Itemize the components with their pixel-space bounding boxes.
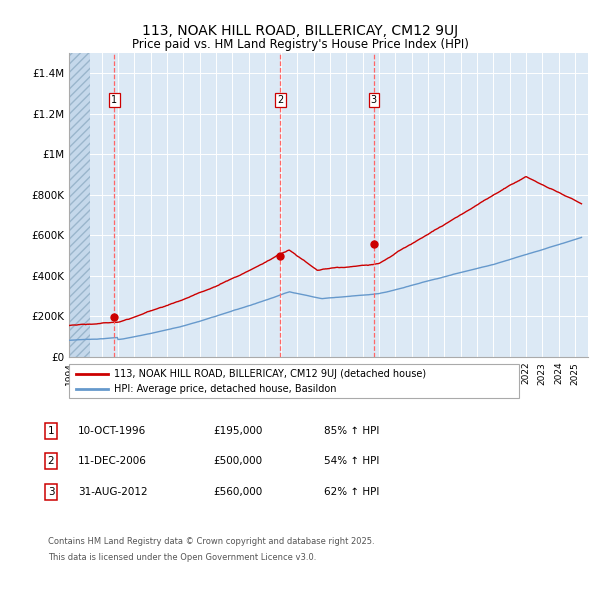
Text: 113, NOAK HILL ROAD, BILLERICAY, CM12 9UJ (detached house): 113, NOAK HILL ROAD, BILLERICAY, CM12 9U… — [114, 369, 426, 379]
Text: 1: 1 — [47, 426, 55, 435]
Text: 2: 2 — [47, 457, 55, 466]
Text: 62% ↑ HPI: 62% ↑ HPI — [324, 487, 379, 497]
Text: HPI: Average price, detached house, Basildon: HPI: Average price, detached house, Basi… — [114, 384, 337, 394]
Text: 3: 3 — [371, 94, 377, 104]
Text: 11-DEC-2006: 11-DEC-2006 — [78, 457, 147, 466]
Text: £500,000: £500,000 — [213, 457, 262, 466]
Text: 2: 2 — [277, 94, 283, 104]
Text: 113, NOAK HILL ROAD, BILLERICAY, CM12 9UJ: 113, NOAK HILL ROAD, BILLERICAY, CM12 9U… — [142, 24, 458, 38]
Text: £560,000: £560,000 — [213, 487, 262, 497]
Text: 10-OCT-1996: 10-OCT-1996 — [78, 426, 146, 435]
Text: 54% ↑ HPI: 54% ↑ HPI — [324, 457, 379, 466]
Text: Contains HM Land Registry data © Crown copyright and database right 2025.: Contains HM Land Registry data © Crown c… — [48, 537, 374, 546]
Text: 31-AUG-2012: 31-AUG-2012 — [78, 487, 148, 497]
Text: £195,000: £195,000 — [213, 426, 262, 435]
Text: This data is licensed under the Open Government Licence v3.0.: This data is licensed under the Open Gov… — [48, 553, 316, 562]
Text: 3: 3 — [47, 487, 55, 497]
Text: Price paid vs. HM Land Registry's House Price Index (HPI): Price paid vs. HM Land Registry's House … — [131, 38, 469, 51]
Text: 85% ↑ HPI: 85% ↑ HPI — [324, 426, 379, 435]
Text: 1: 1 — [112, 94, 118, 104]
Bar — [69, 53, 90, 357]
